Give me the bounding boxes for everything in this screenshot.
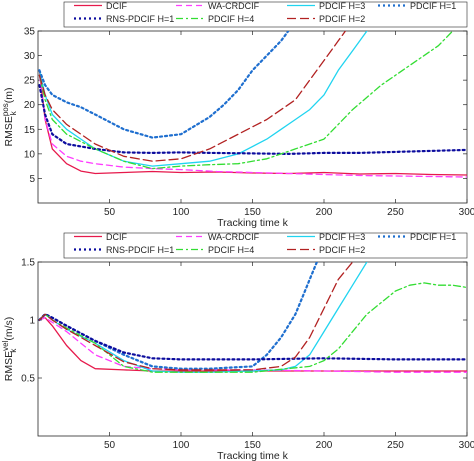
legend-label: WA-CRDCIF — [208, 1, 260, 11]
series-line — [38, 69, 467, 176]
legend-label: PDCIF H=4 — [208, 245, 254, 255]
x-tick-label: 300 — [459, 207, 474, 218]
series-line — [38, 31, 290, 139]
series-line — [38, 262, 354, 371]
y-tick-label: 15 — [24, 125, 36, 136]
legend-label: WA-CRDCIF — [208, 232, 260, 242]
x-axis-label: Tracking time k — [217, 450, 289, 461]
y-tick-label: 25 — [24, 76, 36, 87]
y-label-sub: k — [9, 110, 18, 115]
legend-label: RNS-PDCIF H=1 — [106, 14, 174, 24]
y-label-unit: (m) — [3, 88, 15, 104]
legend-label: RNS-PDCIF H=1 — [106, 245, 174, 255]
y-axis-label: RMSEposk (m) — [1, 88, 18, 147]
position-rmse-panel: 50 100 150 200 250 300 5 10 15 20 25 30 35 Tracking t… — [1, 1, 474, 229]
x-tick-label: 250 — [387, 440, 404, 451]
series-group — [38, 262, 467, 373]
y-tick-label: 0.5 — [21, 374, 35, 385]
y-label-unit: (m/s) — [3, 317, 15, 341]
y-label-sup: vel — [1, 340, 10, 350]
y-tick-label: 10 — [24, 149, 36, 160]
x-tick-label: 150 — [244, 440, 261, 451]
x-tick-label: 200 — [316, 207, 333, 218]
legend-label: DCIF — [106, 232, 127, 242]
series-line — [38, 317, 467, 373]
y-label-main: RMSE — [3, 116, 15, 146]
x-tick-label: 250 — [387, 207, 404, 218]
y-tick-label: 1 — [29, 316, 35, 327]
y-tick-label: 5 — [29, 174, 35, 185]
x-tick-label: 200 — [316, 440, 333, 451]
legend-label: PDCIF H=3 — [319, 232, 365, 242]
x-tick-label: 300 — [459, 440, 474, 451]
series-line — [38, 282, 467, 373]
series-line — [38, 31, 454, 170]
legend-label: PDCIF H=1 — [410, 1, 456, 11]
legend-label: PDCIF H=4 — [208, 14, 254, 24]
x-tick-label: 50 — [104, 440, 116, 451]
y-tick-label: 30 — [24, 51, 36, 62]
legend: DCIF WA-CRDCIF PDCIF H=3 PDCIF H=1 RNS-PDCIF… — [63, 232, 468, 259]
series-line — [38, 313, 467, 361]
legend-label: PDCIF H=2 — [319, 14, 365, 24]
series-line — [38, 83, 467, 155]
y-label-sup: pos — [1, 103, 10, 116]
y-tick-label: 20 — [24, 100, 36, 111]
legend-label: DCIF — [106, 1, 127, 11]
x-axis-label: Tracking time k — [217, 217, 289, 229]
legend-label: PDCIF H=3 — [319, 1, 365, 11]
series-line — [38, 31, 347, 162]
x-tick-label: 150 — [244, 207, 261, 218]
y-tick-label: 1.5 — [21, 258, 35, 269]
x-tick-label: 50 — [104, 207, 116, 218]
series-line — [38, 31, 368, 167]
x-tick-label: 100 — [173, 440, 190, 451]
plot-area — [37, 30, 468, 204]
legend-label: PDCIF H=1 — [410, 232, 456, 242]
x-tick-label: 100 — [173, 207, 190, 218]
legend-label: PDCIF H=2 — [319, 245, 365, 255]
series-group — [38, 31, 467, 178]
y-label-main: RMSE — [3, 351, 15, 381]
legend: DCIF WA-CRDCIF PDCIF H=3 PDCIF H=1 RNS-PDCIF… — [63, 1, 468, 28]
y-tick-label: 35 — [24, 27, 36, 38]
y-axis-label: RMSEvelk (m/s) — [1, 317, 18, 382]
y-label-sub: k — [9, 348, 18, 353]
velocity-rmse-panel: 50 100 150 200 250 300 0.5 1 1.5 Tracking time k R… — [1, 232, 474, 461]
series-line — [38, 74, 467, 178]
